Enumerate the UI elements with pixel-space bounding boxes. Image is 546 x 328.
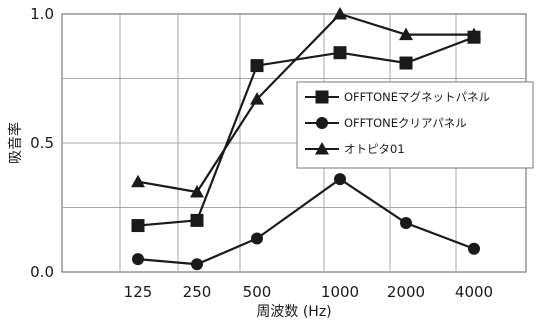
y-axis-label: 吸音率: [7, 122, 24, 164]
series-circle: [132, 173, 480, 271]
data-point-triangle: [131, 174, 145, 188]
x-tick-label: 1000: [321, 283, 359, 301]
x-tick-label: 2000: [387, 283, 425, 301]
series-line: [137, 177, 475, 266]
data-point-square: [333, 46, 347, 60]
legend-label: オトピタ01: [344, 142, 405, 156]
legend-label: OFFTONEクリアパネル: [344, 116, 467, 130]
data-point-square: [250, 59, 264, 73]
series-triangle: [131, 7, 481, 198]
data-point-triangle: [467, 27, 481, 41]
legend-label: OFFTONEマグネットパネル: [344, 90, 490, 104]
legend-marker-circle: [316, 117, 328, 129]
legend-item: OFFTONEマグネットパネル: [305, 90, 490, 104]
data-point-circle: [251, 232, 263, 245]
legend-item: オトピタ01: [305, 142, 405, 156]
series-layer: [131, 7, 481, 271]
x-tick-label: 125: [124, 283, 153, 301]
data-point-circle: [400, 216, 412, 229]
y-tick-label: 0.5: [30, 134, 54, 152]
legend-marker-square: [315, 90, 329, 104]
legend-item: OFFTONEクリアパネル: [305, 116, 467, 130]
x-tick-label: 4000: [455, 283, 493, 301]
y-tick-label: 1.0: [30, 5, 54, 23]
x-tick-label: 500: [243, 283, 272, 301]
data-point-square: [190, 213, 204, 227]
series-line: [137, 36, 475, 227]
legend-marker-triangle: [315, 142, 329, 155]
data-point-square: [399, 56, 413, 70]
data-point-triangle: [399, 27, 413, 41]
y-tick-label: 0.0: [30, 263, 54, 281]
tick-labels: 0.0 0.5 1.0 125 250 500 1000 2000 4000: [30, 5, 493, 301]
data-point-circle: [334, 173, 346, 186]
data-point-triangle: [190, 185, 204, 198]
series-line: [137, 12, 474, 194]
x-axis-label: 周波数 (Hz): [256, 304, 331, 320]
data-point-circle: [191, 258, 203, 271]
data-point-circle: [468, 242, 480, 255]
x-tick-label: 250: [183, 283, 212, 301]
data-point-circle: [132, 253, 144, 266]
data-point-square: [131, 219, 145, 233]
data-point-triangle: [333, 7, 347, 20]
data-point-triangle: [250, 92, 264, 105]
